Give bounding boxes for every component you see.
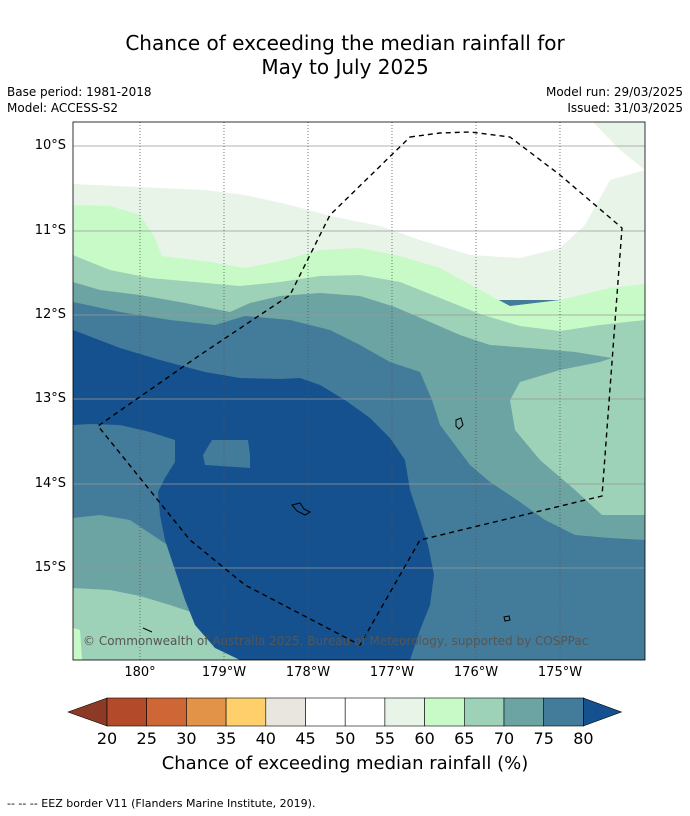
colorbar-tick-label: 75 <box>533 729 554 748</box>
band-70-75-patch <box>430 354 470 370</box>
colorbar-tick-label: 35 <box>215 729 237 748</box>
model-name: Model: ACCESS-S2 <box>7 101 119 115</box>
colorbar-swatch <box>305 697 346 727</box>
colorbar-tick-label: 45 <box>295 729 316 748</box>
graticule-lat <box>73 145 645 569</box>
colorbar-swatch <box>344 697 386 727</box>
colorbar-swatch <box>225 697 267 727</box>
latitude-label: 14°S <box>34 476 66 491</box>
title-line-1: Chance of exceeding the median rainfall … <box>125 31 565 55</box>
colorbar-tick-label: 20 <box>96 729 118 748</box>
latitude-label: 12°S <box>34 307 66 322</box>
colorbar-tick-label: 80 <box>573 729 594 748</box>
longitude-label: 179°W <box>201 665 247 680</box>
longitude-label: 180° <box>124 665 156 680</box>
title-line-2: May to July 2025 <box>261 55 429 79</box>
model-run-date: Model run: 29/03/2025 <box>545 85 683 99</box>
colorbar-tick-label: 50 <box>335 729 356 748</box>
colorbar-tick-label: 40 <box>255 729 276 748</box>
latitude-label: 15°S <box>34 560 66 575</box>
colorbar-swatch <box>186 697 227 727</box>
colorbar-swatch <box>424 697 465 727</box>
colorbar-swatch <box>384 697 425 727</box>
island-outline <box>291 502 312 516</box>
longitude-label: 178°W <box>285 665 331 680</box>
band-60-65-corner <box>73 628 82 660</box>
colorbar-tick-label: 60 <box>414 729 435 748</box>
base-period: Base period: 1981-2018 <box>7 85 152 99</box>
issued-date: Issued: 31/03/2025 <box>567 101 683 115</box>
island-outline <box>142 627 153 633</box>
colorbar-title: Chance of exceeding median rainfall (%) <box>161 753 529 774</box>
map-frame <box>72 121 646 661</box>
colorbar-swatch <box>106 697 148 727</box>
colorbar-tick-label: 70 <box>493 729 515 748</box>
latitude-label: 10°S <box>34 138 66 153</box>
colorbar-tick-label: 65 <box>454 729 475 748</box>
colorbar-swatch <box>503 697 545 727</box>
colorbar-swatch <box>265 697 306 727</box>
latitude-label: 11°S <box>34 223 66 238</box>
colorbar-tick-label: 30 <box>176 729 197 748</box>
eez-legend-note: -- -- -- EEZ border V11 (Flanders Marine… <box>7 797 316 810</box>
copyright-notice: © Commonwealth of Australia 2025, Bureau… <box>83 634 589 648</box>
band-80-plus <box>73 330 434 660</box>
island-outline <box>503 615 511 622</box>
colorbar-swatch <box>543 697 584 727</box>
colorbar-tick-label: 25 <box>136 729 157 748</box>
colorbar-extend-high <box>583 697 623 727</box>
longitude-label: 177°W <box>369 665 415 680</box>
colorbar <box>67 697 623 727</box>
colorbar-tick-label: 55 <box>374 729 396 748</box>
band-75-80-hole <box>203 440 250 468</box>
island-outline <box>455 417 464 430</box>
colorbar-extend-low <box>67 697 108 727</box>
latitude-label: 13°S <box>34 391 66 406</box>
colorbar-swatch <box>463 697 505 727</box>
longitude-label: 175°W <box>537 665 583 680</box>
colorbar-swatch <box>146 697 187 727</box>
longitude-label: 176°W <box>453 665 499 680</box>
band-below-55 <box>73 122 645 258</box>
